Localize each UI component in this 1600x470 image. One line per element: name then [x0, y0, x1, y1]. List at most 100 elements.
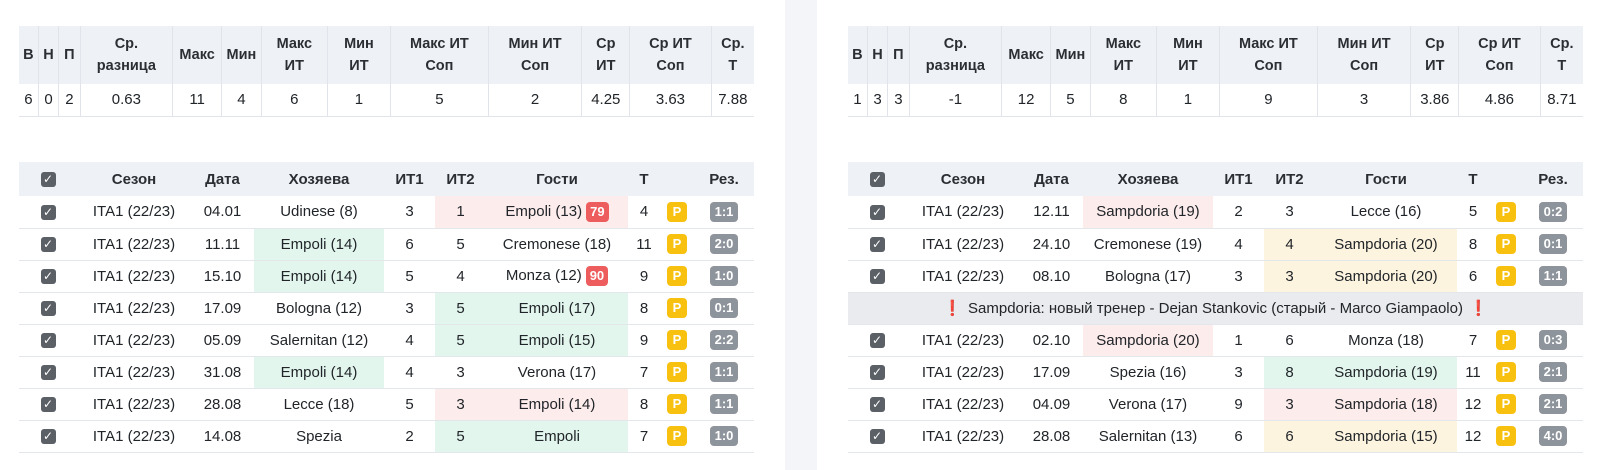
date-cell: 05.09 — [191, 324, 254, 357]
row-select-cell: ✓ — [19, 228, 77, 261]
p-badge[interactable]: P — [667, 394, 687, 414]
games-header-row: ✓ Сезон Дата Хозяева ИТ1 ИТ2 Гости Т Рез. — [19, 162, 754, 196]
p-cell: P — [1489, 260, 1523, 293]
p-cell: P — [660, 420, 694, 453]
row-checkbox[interactable]: ✓ — [40, 397, 56, 413]
row-checkbox[interactable]: ✓ — [40, 365, 56, 381]
p-badge[interactable]: P — [667, 362, 687, 382]
row-checkbox[interactable]: ✓ — [40, 204, 56, 220]
row-checkbox[interactable]: ✓ — [869, 397, 885, 413]
total-cell: 9 — [628, 324, 660, 357]
p-badge[interactable]: P — [1496, 234, 1516, 254]
away-team-cell: Empoli (17) — [486, 292, 628, 325]
result-cell: 2:0 — [694, 228, 754, 261]
season-cell: ITA1 (22/23) — [77, 388, 191, 421]
stats-value-cell: 2 — [58, 84, 81, 117]
stats-header-cell: Макс ИТ — [1090, 26, 1157, 84]
stats-value-cell: 12 — [1001, 84, 1052, 117]
row-select-cell: ✓ — [848, 260, 906, 293]
row-checkbox[interactable]: ✓ — [40, 237, 56, 253]
game-row: ✓ ITA1 (22/23) 02.10 Sampdoria (20) 1 6 Monza … — [848, 324, 1583, 357]
result-cell: 1:0 — [694, 260, 754, 293]
stats-header-cell: Ср. Т — [711, 26, 754, 84]
season-cell: ITA1 (22/23) — [906, 356, 1020, 389]
p-badge[interactable]: P — [1496, 201, 1516, 222]
p-badge[interactable]: P — [1496, 330, 1516, 350]
it2-cell: 4 — [435, 260, 486, 293]
p-badge[interactable]: P — [667, 426, 687, 446]
it1-cell: 3 — [384, 292, 435, 325]
date-cell: 02.10 — [1020, 324, 1083, 357]
header-result: Рез. — [694, 162, 754, 196]
select-all-checkbox[interactable]: ✓ — [40, 172, 56, 188]
stats-header-cell: Мин ИТ Соп — [1317, 26, 1412, 84]
home-team-cell: Bologna (12) — [254, 292, 384, 325]
result-cell: 4:0 — [1523, 420, 1583, 453]
stats-value-cell: 3 — [1317, 84, 1412, 117]
it2-cell: 6 — [1264, 420, 1315, 453]
row-select-cell: ✓ — [848, 420, 906, 453]
season-cell: ITA1 (22/23) — [906, 420, 1020, 453]
total-cell: 12 — [1457, 388, 1489, 421]
goal-minute-badge: 79 — [586, 201, 609, 222]
game-row: ✓ ITA1 (22/23) 24.10 Cremonese (19) 4 4 Sampdo… — [848, 228, 1583, 261]
p-cell: P — [660, 292, 694, 325]
season-cell: ITA1 (22/23) — [77, 228, 191, 261]
p-badge[interactable]: P — [667, 330, 687, 350]
row-checkbox[interactable]: ✓ — [869, 237, 885, 253]
row-checkbox[interactable]: ✓ — [869, 204, 885, 220]
it2-cell: 3 — [1264, 196, 1315, 229]
away-team-name: Verona (17) — [517, 363, 597, 381]
home-team-cell: Bologna (17) — [1083, 260, 1213, 293]
away-team-cell: Empoli (14) — [486, 388, 628, 421]
stats-value-cell: 0.63 — [80, 84, 174, 117]
home-team-cell: Udinese (8) — [254, 196, 384, 229]
away-team-cell: Sampdoria (15) — [1315, 420, 1457, 453]
row-checkbox[interactable]: ✓ — [869, 365, 885, 381]
season-cell: ITA1 (22/23) — [906, 388, 1020, 421]
row-checkbox[interactable]: ✓ — [40, 269, 56, 285]
it1-cell: 3 — [1213, 260, 1264, 293]
p-badge[interactable]: P — [1496, 362, 1516, 382]
away-team-cell: Lecce (16) — [1315, 196, 1457, 229]
stats-value-cell: 3 — [867, 84, 889, 117]
home-team-cell: Spezia — [254, 420, 384, 453]
row-checkbox[interactable]: ✓ — [869, 269, 885, 285]
season-cell: ITA1 (22/23) — [906, 324, 1020, 357]
row-select-cell: ✓ — [19, 420, 77, 453]
row-checkbox[interactable]: ✓ — [40, 333, 56, 349]
home-team-cell: Empoli (14) — [254, 228, 384, 261]
stats-header-cell: Ср. разница — [909, 26, 1003, 84]
away-team-name: Empoli (13) — [505, 202, 583, 220]
season-cell: ITA1 (22/23) — [906, 260, 1020, 293]
it1-cell: 3 — [384, 196, 435, 229]
row-checkbox[interactable]: ✓ — [869, 429, 885, 445]
select-all-checkbox[interactable]: ✓ — [869, 172, 885, 188]
season-cell: ITA1 (22/23) — [77, 196, 191, 229]
p-badge[interactable]: P — [667, 298, 687, 318]
goal-minute-badge: 90 — [585, 266, 609, 286]
p-badge[interactable]: P — [667, 266, 687, 286]
home-team-cell: Salernitan (12) — [254, 324, 384, 357]
panel-divider — [785, 0, 817, 470]
it1-cell: 6 — [1213, 420, 1264, 453]
total-cell: 7 — [628, 420, 660, 453]
row-checkbox[interactable]: ✓ — [40, 301, 56, 317]
p-badge[interactable]: P — [667, 234, 687, 254]
header-season: Сезон — [77, 162, 191, 196]
header-result: Рез. — [1523, 162, 1583, 196]
result-badge: 0:2 — [1538, 201, 1568, 222]
row-checkbox[interactable]: ✓ — [869, 333, 885, 349]
row-checkbox[interactable]: ✓ — [40, 429, 56, 445]
it1-cell: 4 — [384, 324, 435, 357]
home-team-cell: Cremonese (19) — [1083, 228, 1213, 261]
p-badge[interactable]: P — [1496, 426, 1516, 446]
stats-header-cell: П — [887, 26, 910, 84]
p-badge[interactable]: P — [1496, 266, 1516, 286]
p-cell: P — [660, 324, 694, 357]
header-total: Т — [1457, 162, 1489, 196]
date-cell: 08.10 — [1020, 260, 1083, 293]
p-badge[interactable]: P — [1496, 394, 1516, 414]
total-cell: 8 — [628, 388, 660, 421]
p-badge[interactable]: P — [667, 201, 687, 222]
